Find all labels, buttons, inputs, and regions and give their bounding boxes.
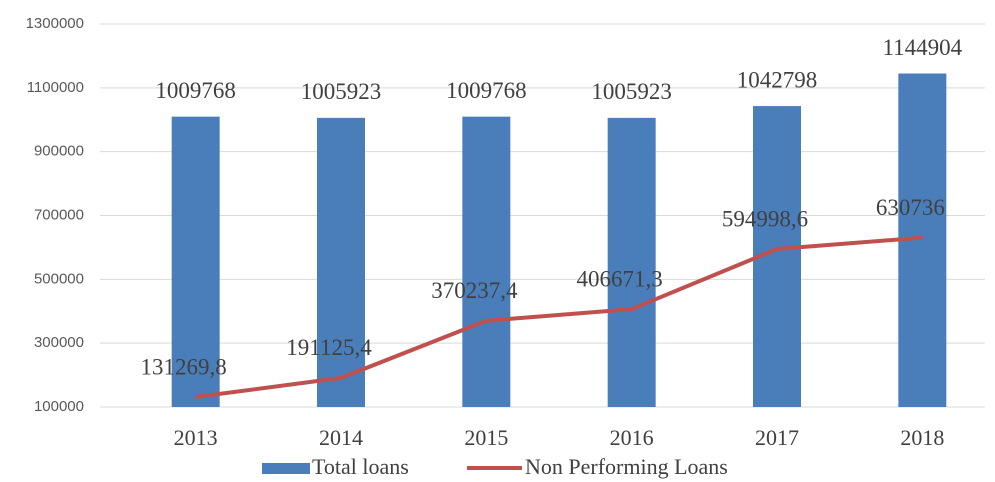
- x-tick-label: 2017: [755, 425, 799, 450]
- legend-label: Total loans: [312, 454, 409, 479]
- data-label: 131269,8: [141, 354, 227, 379]
- data-label: 370237,4: [431, 278, 518, 303]
- y-tick-label: 700000: [34, 206, 84, 223]
- data-label: 406671,3: [577, 266, 663, 291]
- bar: [317, 117, 365, 408]
- x-tick-label: 2013: [174, 425, 218, 450]
- bar: [607, 117, 656, 408]
- legend-swatch: [262, 463, 310, 474]
- y-tick-label: 500000: [34, 270, 84, 287]
- data-label: 1042798: [737, 67, 818, 92]
- data-label: 1009768: [155, 78, 236, 103]
- x-tick-label: 2015: [464, 425, 508, 450]
- data-label: 630736: [876, 195, 945, 220]
- data-label: 1144904: [883, 35, 963, 60]
- y-tick-label: 900000: [34, 143, 84, 160]
- x-tick-label: 2016: [610, 425, 654, 450]
- y-tick-label: 1100000: [27, 79, 84, 96]
- line: [195, 235, 923, 400]
- x-tick-label: 2018: [900, 425, 944, 450]
- data-label: 191125,4: [286, 335, 372, 360]
- legend-label: Non Performing Loans: [525, 454, 728, 479]
- y-tick-label: 300000: [34, 334, 84, 351]
- y-tick-label: 1300000: [26, 15, 84, 32]
- x-tick-label: 2014: [319, 425, 363, 450]
- data-label: 1005923: [301, 79, 382, 104]
- bar: [171, 116, 220, 407]
- data-label: 1009768: [446, 78, 527, 103]
- data-label: 594998,6: [722, 206, 808, 231]
- bar: [462, 116, 511, 407]
- y-tick-label: 100000: [34, 398, 84, 415]
- data-label: 1005923: [591, 79, 672, 104]
